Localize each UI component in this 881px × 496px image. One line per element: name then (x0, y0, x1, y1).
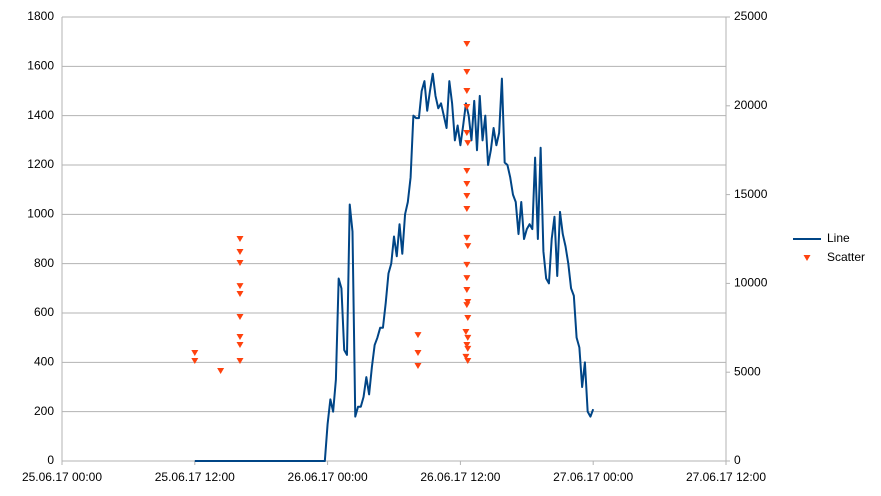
scatter-point (236, 334, 244, 341)
y-tick-label: 1800 (27, 9, 54, 23)
scatter-point (463, 261, 471, 268)
scatter-point (236, 259, 244, 266)
scatter-point (217, 367, 225, 374)
scatter-point (463, 88, 471, 95)
scatter-point (236, 236, 244, 242)
legend-swatch (803, 255, 811, 261)
y2-tick-label: 25000 (734, 9, 768, 23)
scatter-point (236, 248, 244, 255)
scatter-point (463, 234, 471, 241)
scatter-point (464, 345, 472, 352)
scatter-point (463, 180, 471, 187)
scatter-point (464, 299, 472, 306)
y-tick-label: 1200 (27, 157, 54, 171)
scatter-point (236, 291, 244, 298)
x-tick-label: 25.06.17 00:00 (22, 470, 102, 484)
scatter-point (462, 329, 470, 336)
scatter-point (463, 104, 471, 111)
scatter-point (464, 358, 472, 365)
scatter-point (464, 315, 472, 322)
x-tick-label: 26.06.17 00:00 (288, 470, 368, 484)
scatter-point (464, 243, 472, 250)
y-tick-label: 0 (47, 453, 54, 467)
scatter-point (236, 313, 244, 320)
scatter-point (463, 286, 471, 293)
scatter-point (463, 205, 471, 212)
x-tick-label: 27.06.17 00:00 (553, 470, 633, 484)
scatter-point (236, 342, 244, 349)
legend-label: Scatter (827, 250, 865, 264)
x-tick-label: 26.06.17 12:00 (420, 470, 500, 484)
y-tick-label: 600 (34, 305, 54, 319)
scatter-point (236, 283, 244, 290)
y-tick-label: 400 (34, 355, 54, 369)
legend-label: Line (827, 231, 850, 245)
scatter-point (463, 40, 471, 47)
scatter-point (463, 275, 471, 282)
y2-tick-label: 20000 (734, 98, 768, 112)
scatter-point (463, 302, 471, 309)
y2-tick-label: 0 (734, 453, 741, 467)
y-tick-label: 800 (34, 256, 54, 270)
scatter-point (463, 342, 471, 349)
scatter-point (464, 140, 472, 147)
line (194, 72, 595, 462)
scatter-point (463, 129, 471, 136)
y-tick-label: 1600 (27, 59, 54, 73)
y2-tick-label: 10000 (734, 276, 768, 290)
y-tick-label: 1400 (27, 108, 54, 122)
scatter-point (464, 334, 472, 341)
scatter-point (191, 350, 199, 357)
scatter-point (191, 358, 199, 365)
x-tick-label: 25.06.17 12:00 (155, 470, 235, 484)
scatter-point (463, 193, 471, 200)
scatter-point (236, 358, 244, 365)
scatter-point (463, 167, 471, 174)
scatter-point (414, 350, 422, 357)
y2-tick-label: 5000 (734, 364, 761, 378)
y2-tick-label: 15000 (734, 187, 768, 201)
y-tick-label: 200 (34, 404, 54, 418)
scatter-point (462, 353, 470, 360)
scatter-point (414, 332, 422, 339)
x-tick-label: 27.06.17 12:00 (686, 470, 766, 484)
y-tick-label: 1000 (27, 207, 54, 221)
scatter-point (414, 362, 422, 369)
scatter-point (463, 69, 471, 76)
